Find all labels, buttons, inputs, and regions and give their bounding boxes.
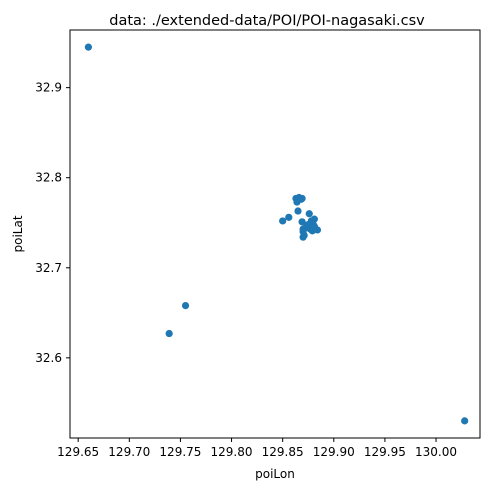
- chart-title: data: ./extended-data/POI/POI-nagasaki.c…: [109, 13, 425, 29]
- data-point: [305, 210, 313, 218]
- data-point: [84, 43, 93, 51]
- x-tick-label: 129.70: [108, 445, 150, 459]
- data-point: [293, 198, 301, 206]
- y-axis-ticks: 32.6 32.7 32.8 32.9: [35, 81, 70, 365]
- y-tick-label: 32.8: [35, 171, 62, 185]
- data-point: [165, 329, 173, 338]
- data-point: [461, 417, 469, 425]
- y-axis-label: poiLat: [11, 215, 25, 252]
- y-tick-label: 32.9: [35, 81, 62, 95]
- data-point: [310, 222, 318, 230]
- x-tick-label: 129.95: [364, 445, 406, 459]
- data-point: [279, 217, 287, 225]
- data-point: [181, 302, 190, 310]
- x-tick-label: 129.80: [211, 445, 253, 459]
- x-tick-label: 129.75: [159, 445, 201, 459]
- data-point: [294, 207, 302, 215]
- x-tick-label: 130.00: [415, 445, 457, 459]
- points-layer: [84, 43, 469, 425]
- y-tick-label: 32.6: [35, 351, 62, 365]
- x-tick-label: 129.65: [57, 445, 99, 459]
- x-axis-ticks: 129.65 129.70 129.75 129.80 129.85 129.90 129.…: [57, 438, 457, 459]
- data-point: [285, 213, 293, 221]
- data-point: [299, 233, 307, 241]
- x-tick-label: 129.85: [262, 445, 304, 459]
- axes-frame: [69, 29, 481, 439]
- x-axis-label: poiLon: [255, 467, 295, 481]
- x-tick-label: 129.90: [313, 445, 355, 459]
- data-point: [298, 194, 306, 203]
- plot-area: 129.65 129.70 129.75 129.80 129.85 129.90 129.…: [35, 29, 481, 459]
- data-point: [298, 218, 306, 226]
- y-tick-label: 32.7: [35, 261, 62, 275]
